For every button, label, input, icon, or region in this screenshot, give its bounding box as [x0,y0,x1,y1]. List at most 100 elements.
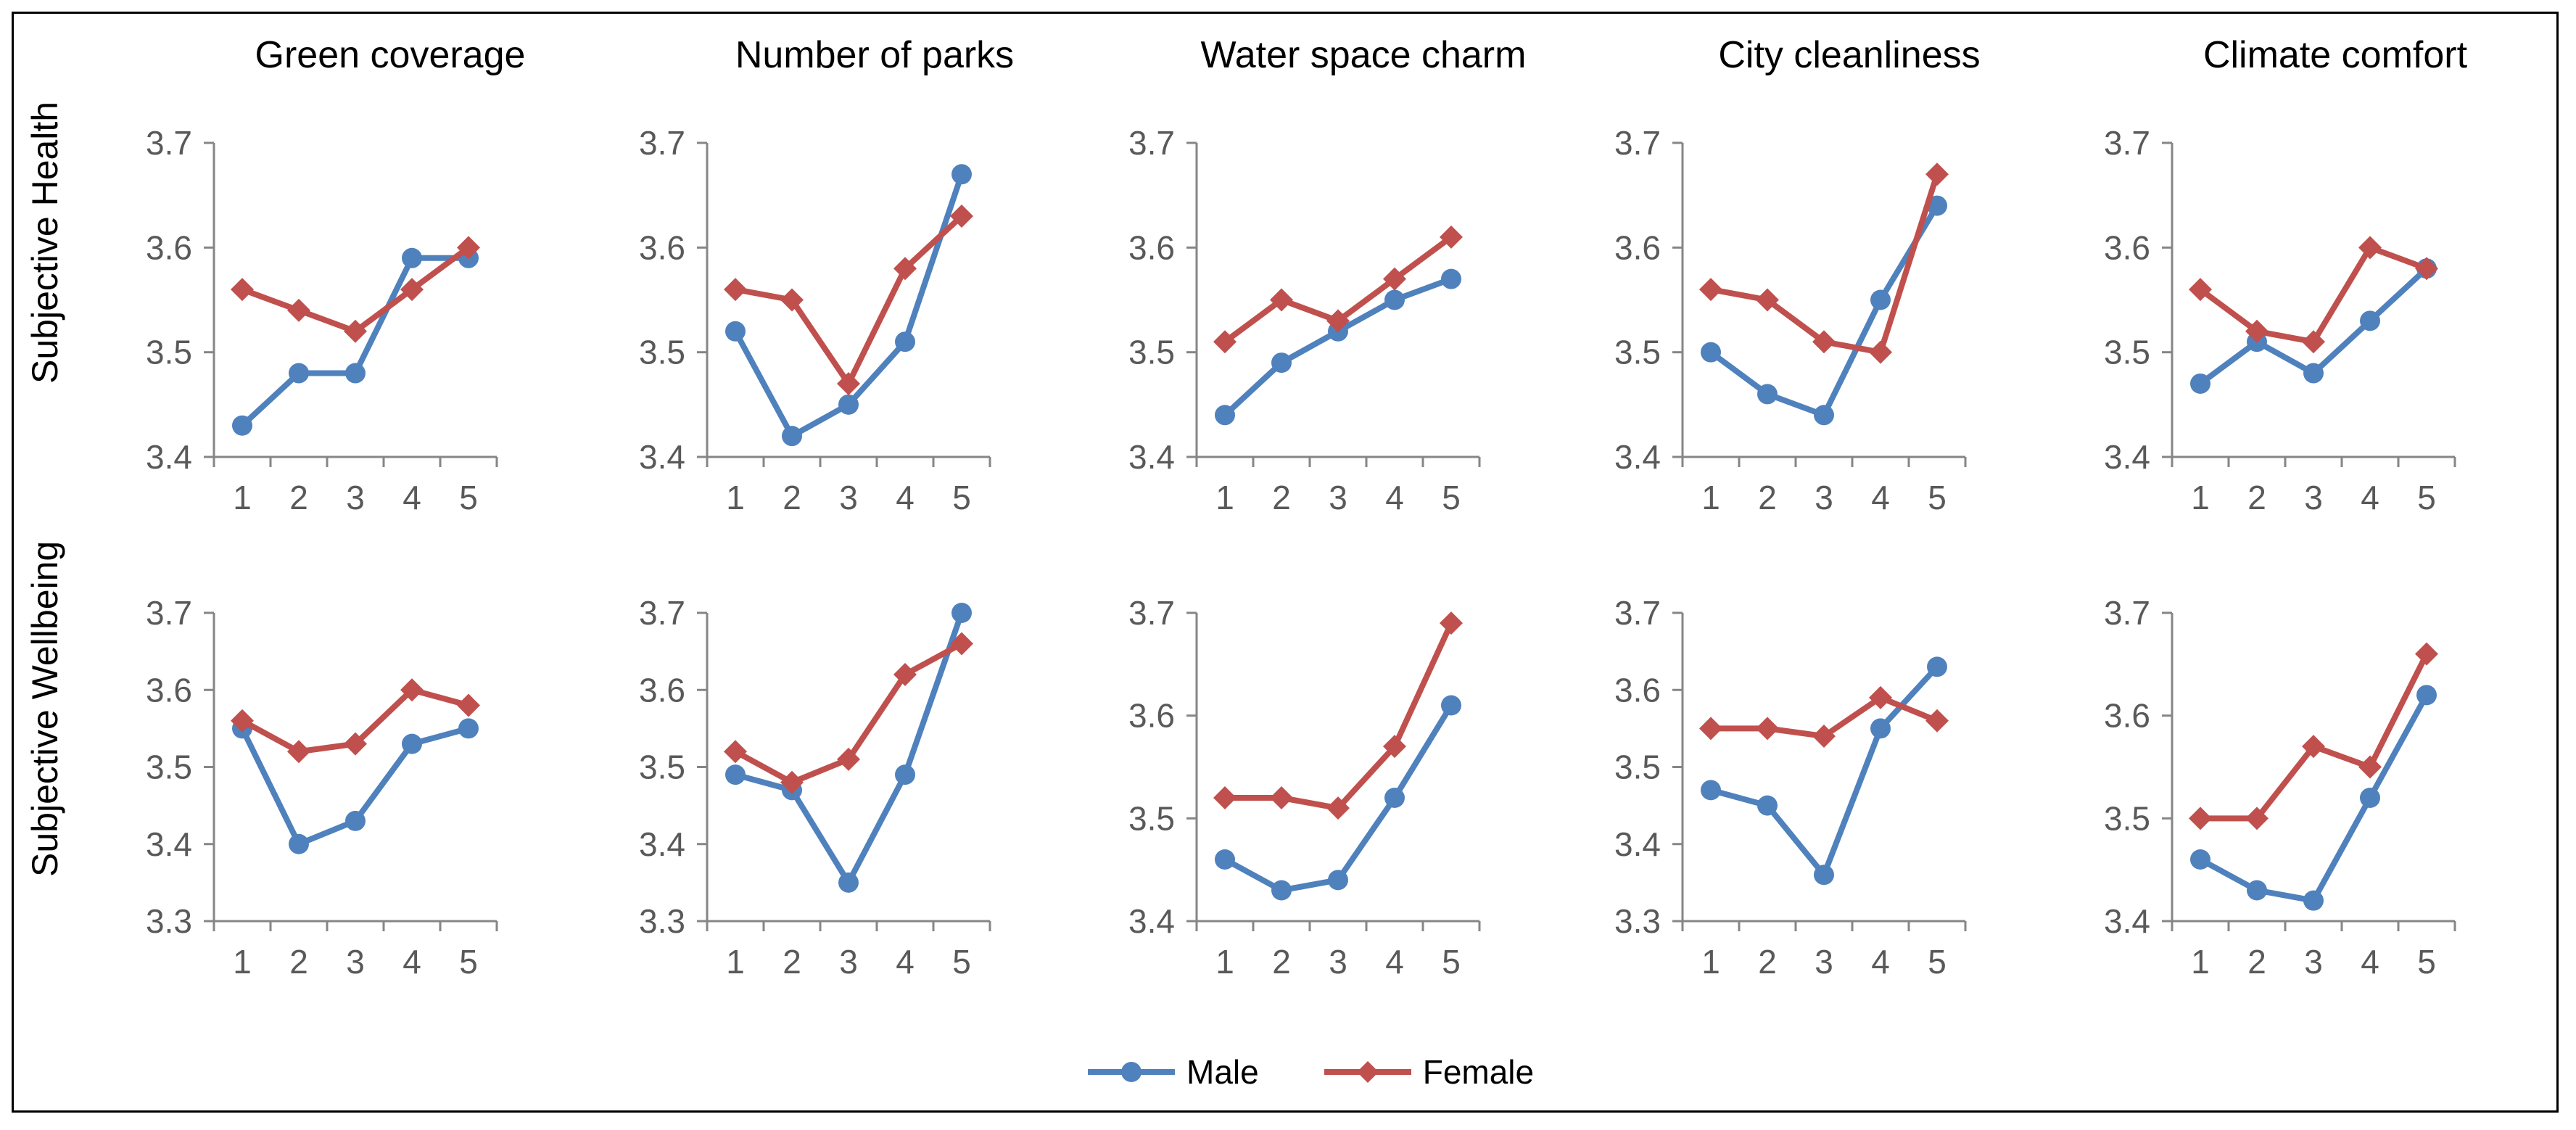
chart-3-female-point [1270,288,1293,312]
chart-1-female-point [344,319,367,343]
chart-9-x-tick-label: 5 [1928,943,1947,981]
chart-5-male-point [2190,373,2210,394]
chart-6-female-point [231,709,254,733]
chart-6-female-point [287,740,310,764]
chart-5-x-tick-label: 5 [2417,479,2436,516]
chart-4-y-tick-label: 3.5 [1614,334,1661,371]
chart-4-female-point [1925,162,1949,186]
chart-3-male-line [1223,276,1453,418]
chart-4-male-line [1709,204,1940,418]
chart-6-female-point [344,732,367,756]
chart-10-y-tick-label: 3.5 [2104,799,2150,837]
chart-3-y-tick-label: 3.4 [1128,438,1175,476]
chart-7-male-point [725,764,746,785]
chart-7-x-tick-label: 1 [726,943,745,981]
chart-8-y-tick-label: 3.6 [1128,697,1175,735]
chart-10-y-tick-label: 3.6 [2104,697,2150,735]
chart-2-male-point [782,426,802,447]
chart-10-x-tick-label: 5 [2417,943,2436,981]
chart-1-y-tick-label: 3.6 [146,228,192,266]
column-title-city-cleanliness: City cleanliness [1718,34,1981,76]
chart-5-male-point [2360,310,2380,331]
chart-9-y-tick-label: 3.4 [1614,825,1661,863]
chart-1-male-point [402,247,422,268]
chart-8-female-line [1225,622,1454,812]
chart-7-y-tick-label: 3.6 [639,671,685,709]
chart-9-female-point [1869,685,1892,709]
chart-3-male-point [1271,352,1292,374]
chart-2-x-tick-label: 1 [726,479,745,516]
chart-2-male-point [951,164,972,185]
chart-8-female-point [1213,786,1237,809]
chart-2-female-point [780,288,804,312]
chart-7-female-point [724,740,747,764]
chart-4-x-tick-label: 4 [1871,479,1890,516]
column-title-water-space-charm: Water space charm [1200,34,1527,76]
chart-2-y-tick-label: 3.5 [639,334,685,371]
chart-7-x-tick-label: 3 [839,943,858,981]
chart-5-y-tick-label: 3.5 [2104,334,2150,371]
chart-1-x-tick-label: 1 [233,479,252,516]
chart-2-male-point [838,394,859,415]
chart-4-male-point [1701,342,1721,363]
chart-1-x-tick-label: 4 [402,479,421,516]
chart-7-x-tick-label: 5 [952,943,971,981]
chart-4-x-tick-label: 5 [1928,479,1947,516]
chart-6-male-point [289,833,309,854]
chart-9-female-point [1699,717,1722,741]
chart-3-male-point [1384,289,1405,310]
chart-8-x-tick-label: 3 [1329,943,1347,981]
chart-9-male-point [1870,718,1891,739]
chart-6-x-tick-label: 2 [289,943,308,981]
chart-9-y-tick-label: 3.5 [1614,748,1661,786]
chart-1-y-tick-label: 3.5 [146,334,192,371]
chart-3-x-tick-label: 2 [1272,479,1291,516]
chart-7-y-tick-label: 3.7 [639,594,685,632]
chart-5-female-point [2245,319,2269,343]
chart-3-y-tick-label: 3.7 [1128,124,1175,162]
chart-5-x-tick-label: 3 [2304,479,2323,516]
chart-6-female-point [400,678,424,702]
legend-item-female: Female [1324,1052,1534,1092]
chart-7-y-tick-label: 3.3 [639,902,685,940]
chart-1-y-tick-label: 3.7 [146,124,192,162]
chart-5-y-tick-label: 3.6 [2104,228,2150,266]
chart-8-male-point [1215,849,1235,870]
chart-7-male-point [838,872,859,893]
chart-7-female-point [837,747,860,771]
chart-2-male-point [895,331,915,352]
chart-2-male-point [725,321,746,342]
chart-1-male-point [345,363,366,384]
chart-9-female-point [1812,725,1836,748]
chart-3-x-tick-label: 1 [1215,479,1234,516]
chart-9-x-tick-label: 3 [1815,943,1833,981]
chart-6-female-point [457,693,480,717]
chart-5-x-tick-label: 1 [2191,479,2210,516]
chart-8-y-tick-label: 3.5 [1128,799,1175,837]
chart-1-female-point [457,236,480,260]
chart-6-male-point [345,810,366,831]
chart-7-female-point [950,632,973,656]
chart-5-x-tick-label: 4 [2361,479,2379,516]
legend: Male Female [1088,1050,1599,1094]
chart-10-male-point [2303,890,2324,911]
chart-7-male-point [895,764,915,785]
chart-10-female-point [2189,807,2212,830]
chart-7-female-point [780,770,804,794]
chart-5-y-tick-label: 3.7 [2104,124,2150,162]
chart-4-male-point [1814,405,1834,426]
chart-2-female-point [893,257,917,281]
chart-7-x-tick-label: 4 [896,943,915,981]
chart-5-y-tick-label: 3.4 [2104,438,2150,476]
chart-7-y-tick-label: 3.5 [639,748,685,786]
chart-1-female-point [400,278,424,302]
chart-2-y-tick-label: 3.6 [639,228,685,266]
chart-1-x-tick-label: 5 [459,479,478,516]
chart-10-female-point [2245,807,2269,830]
chart-5-female-point [2302,330,2325,354]
chart-1-female-point [231,278,254,302]
chart-10-female-point [2358,755,2382,779]
chart-6-y-tick-label: 3.6 [146,671,192,709]
chart-6-y-tick-label: 3.4 [146,825,192,863]
legend-label-female: Female [1422,1053,1535,1091]
